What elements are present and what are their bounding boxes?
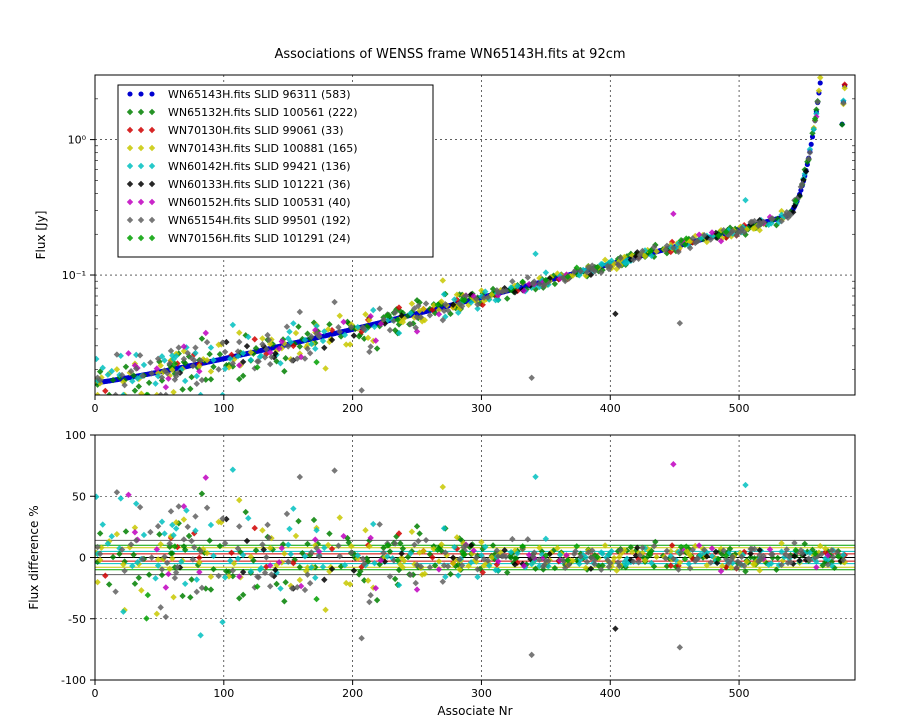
- svg-text:400: 400: [600, 402, 621, 415]
- svg-text:100: 100: [213, 687, 234, 700]
- svg-text:100: 100: [65, 429, 86, 442]
- figure-svg: Associations of WENSS frame WN65143H.fit…: [0, 0, 900, 720]
- legend: WN65143H.fits SLID 96311 (583) WN65132H.f…: [118, 85, 433, 257]
- svg-text:0: 0: [79, 552, 86, 565]
- svg-text:Flux difference %: Flux difference %: [27, 505, 41, 609]
- svg-text:400: 400: [600, 687, 621, 700]
- svg-text:Associate Nr: Associate Nr: [437, 704, 512, 718]
- svg-text:10⁻¹: 10⁻¹: [62, 269, 86, 282]
- legend-label: WN65154H.fits SLID 99501 (192): [168, 214, 351, 227]
- svg-text:300: 300: [471, 402, 492, 415]
- chart-container: { "title": "Associations of WENSS frame …: [0, 0, 900, 720]
- svg-text:Flux [Jy]: Flux [Jy]: [34, 211, 48, 260]
- svg-text:200: 200: [342, 687, 363, 700]
- legend-label: WN60142H.fits SLID 99421 (136): [168, 160, 351, 173]
- legend-label: WN60133H.fits SLID 101221 (36): [168, 178, 351, 191]
- legend-label: WN60152H.fits SLID 100531 (40): [168, 196, 351, 209]
- legend-label: WN70156H.fits SLID 101291 (24): [168, 232, 351, 245]
- svg-text:-100: -100: [61, 674, 86, 687]
- svg-text:0: 0: [92, 402, 99, 415]
- legend-label: WN65143H.fits SLID 96311 (583): [168, 88, 351, 101]
- svg-text:-50: -50: [68, 613, 86, 626]
- svg-text:10⁰: 10⁰: [68, 134, 87, 147]
- svg-text:500: 500: [729, 687, 750, 700]
- svg-text:0: 0: [92, 687, 99, 700]
- svg-text:Associations of WENSS frame WN: Associations of WENSS frame WN65143H.fit…: [274, 47, 625, 62]
- svg-text:50: 50: [72, 490, 86, 503]
- svg-text:500: 500: [729, 402, 750, 415]
- svg-text:300: 300: [471, 687, 492, 700]
- svg-text:100: 100: [213, 402, 234, 415]
- svg-text:200: 200: [342, 402, 363, 415]
- legend-label: WN70130H.fits SLID 99061 (33): [168, 124, 344, 137]
- legend-label: WN65132H.fits SLID 100561 (222): [168, 106, 358, 119]
- legend-label: WN70143H.fits SLID 100881 (165): [168, 142, 358, 155]
